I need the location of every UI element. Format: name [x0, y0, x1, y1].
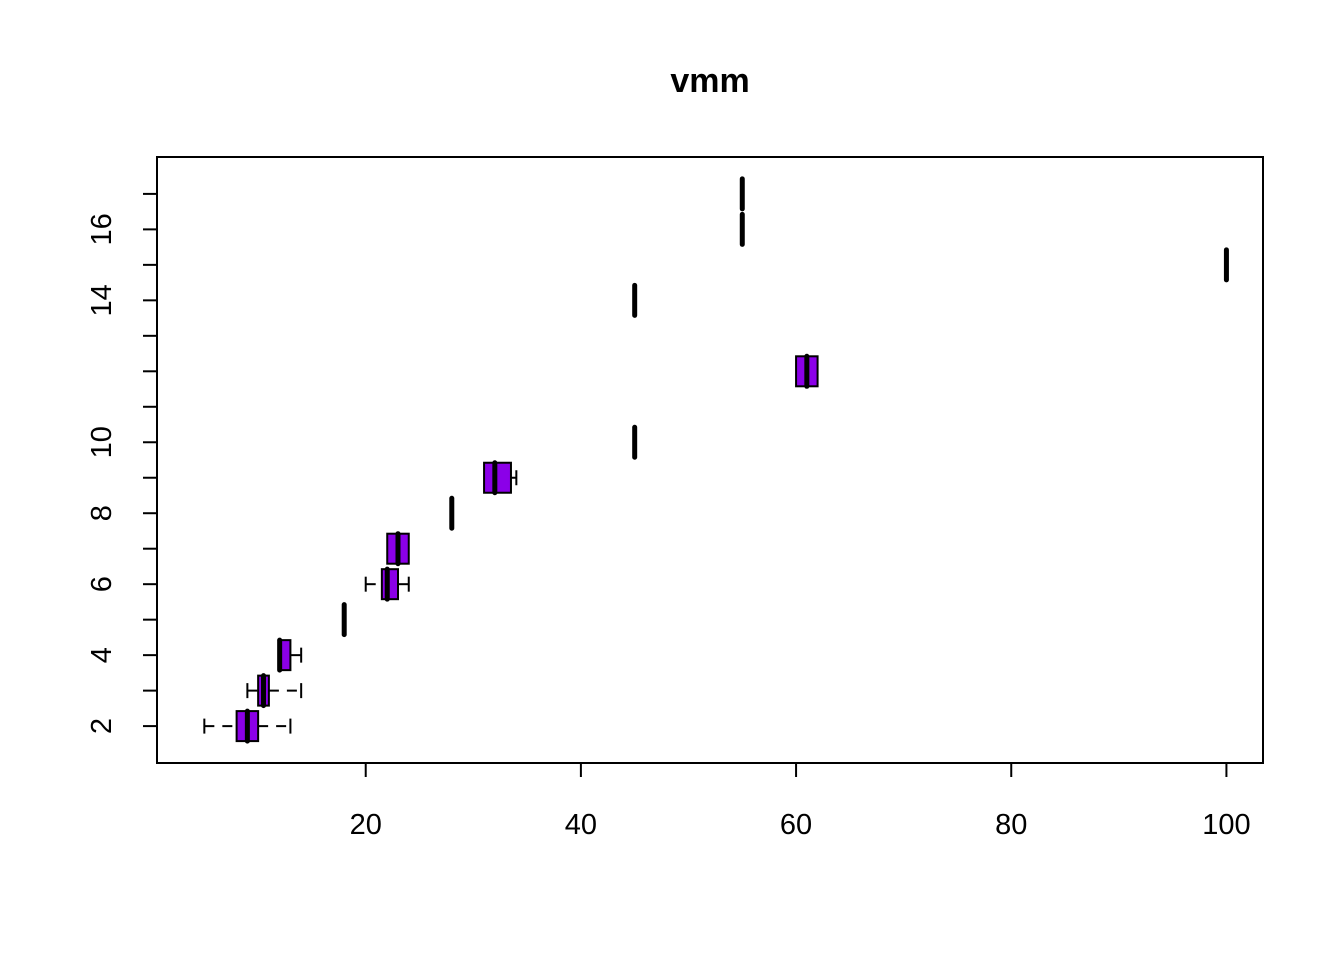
- y-tick-label: 10: [86, 426, 118, 458]
- y-tick-label: 16: [86, 213, 118, 245]
- y-tick-label: 6: [86, 576, 118, 592]
- box-group-2: [203, 708, 292, 744]
- plot-frame: [156, 156, 1264, 764]
- box-iqr: [380, 568, 399, 601]
- box-iqr: [483, 461, 512, 494]
- x-tick-label: 60: [780, 809, 812, 841]
- box-group-6: [364, 566, 410, 602]
- x-tick-label: 20: [350, 809, 382, 841]
- y-tick-label: 14: [86, 284, 118, 316]
- box-group-7: [386, 531, 410, 567]
- box-group-3: [246, 673, 303, 709]
- y-axis: 2 4 6 8 10 14 16: [86, 192, 158, 734]
- x-tick-label: 40: [565, 809, 597, 841]
- x-tick-label: 80: [995, 809, 1027, 841]
- chart-title: vmm: [670, 62, 749, 100]
- box-group-12: [795, 353, 819, 389]
- boxplot-series: [203, 176, 1229, 744]
- y-tick-label: 8: [86, 505, 118, 521]
- x-tick-label: 100: [1202, 809, 1250, 841]
- x-axis: 20 40 60 80 100: [350, 762, 1251, 841]
- box-group-9: [483, 460, 518, 496]
- box-group-4: [277, 637, 303, 673]
- y-tick-label: 4: [86, 647, 118, 663]
- y-tick-label: 2: [86, 718, 118, 734]
